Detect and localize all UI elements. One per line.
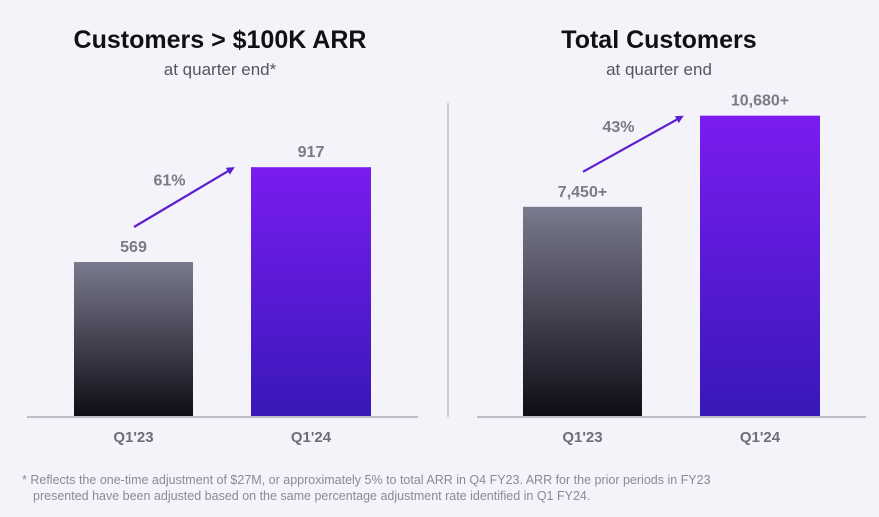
data-label: 7,450+	[558, 184, 607, 201]
chart-subtitle: at quarter end	[606, 60, 712, 79]
panel-divider	[447, 103, 449, 417]
data-label: 569	[120, 239, 147, 256]
chart-plot-total-customers: 7,450+ Q1'23 10,680+ Q1'24 43%	[477, 93, 866, 446]
bar-q124	[700, 115, 820, 418]
footnote: * Reflects the one-time adjustment of $2…	[22, 472, 862, 504]
bar-q123	[523, 206, 642, 417]
growth-label: 43%	[602, 119, 634, 136]
chart-title: Customers > $100K ARR	[73, 26, 367, 54]
x-tick-label: Q1'24	[740, 429, 781, 446]
x-tick-label: Q1'23	[562, 429, 602, 446]
footnote-line: presented have been adjusted based on th…	[33, 489, 591, 503]
chart-total-customers: Total Customers at quarter end 7,450+ Q1'…	[439, 0, 879, 460]
growth-arrow	[582, 115, 684, 173]
bar-q124	[251, 167, 371, 417]
data-label: 917	[298, 144, 325, 161]
x-tick-label: Q1'24	[291, 429, 332, 446]
footnote-line: * Reflects the one-time adjustment of $2…	[22, 473, 711, 487]
growth-arrow	[133, 167, 235, 228]
chart-subtitle: at quarter end*	[163, 60, 277, 79]
chart-plot-customers-100k-arr: 569 Q1'23 917 Q1'24 61%	[27, 144, 418, 446]
bar-q123	[74, 261, 193, 417]
x-tick-label: Q1'23	[113, 429, 153, 446]
chart-title: Total Customers	[561, 26, 757, 54]
growth-label: 61%	[153, 173, 185, 190]
chart-customers-100k-arr: Customers > $100K ARR at quarter end* 56…	[0, 0, 440, 460]
data-label: 10,680+	[731, 93, 789, 110]
